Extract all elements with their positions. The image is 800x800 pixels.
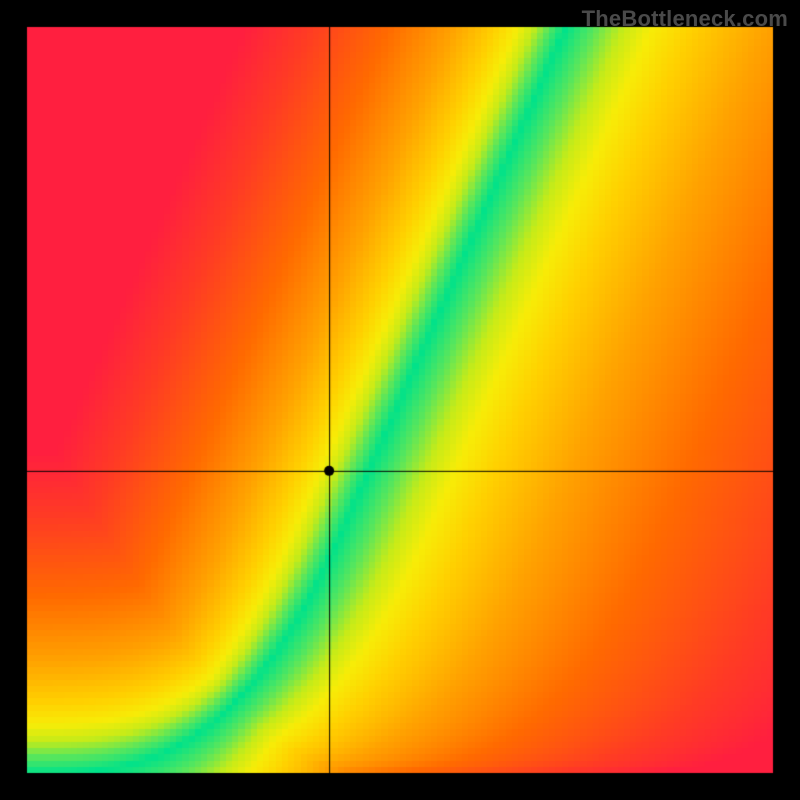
bottleneck-heatmap [0, 0, 800, 800]
watermark-text: TheBottleneck.com [582, 6, 788, 32]
